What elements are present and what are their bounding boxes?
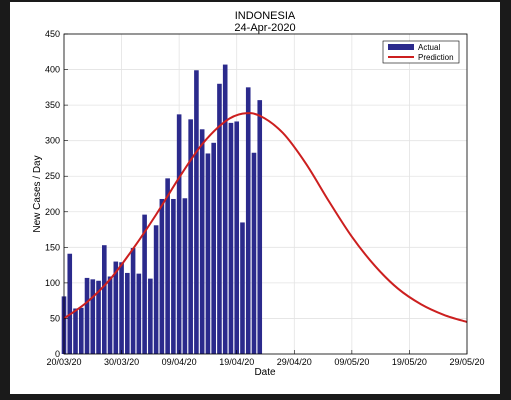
bar-actual (222, 64, 228, 355)
y-tick-label: 100 (45, 278, 60, 288)
bar-actual (142, 214, 147, 354)
bar-actual (148, 278, 153, 354)
bar-actual (211, 142, 216, 354)
bar-actual (245, 87, 251, 354)
bar-actual (113, 261, 119, 354)
y-ticks: 0 50 100 150 200 250 300 350 400 450 (45, 29, 68, 359)
prediction-line (63, 112, 468, 323)
bar-actual (251, 152, 257, 354)
bar-actual (125, 272, 130, 354)
bar-actual (84, 277, 90, 354)
bar-actual (73, 308, 78, 354)
chart-title: INDONESIA (235, 10, 296, 22)
x-tick-label: 09/05/20 (334, 357, 369, 367)
x-tick-label: 09/04/20 (162, 357, 197, 367)
bar-actual (182, 198, 188, 354)
x-tick-label: 19/04/20 (219, 357, 254, 367)
bar-actual (78, 307, 84, 354)
bar-actual (228, 122, 234, 354)
bar-actual (130, 248, 136, 354)
bar-actual (199, 129, 205, 354)
bar-actual (176, 114, 182, 354)
plot-frame (63, 33, 468, 355)
y-tick-label: 450 (45, 29, 60, 39)
x-tick-label: 30/03/20 (104, 357, 139, 367)
bars-actual (61, 64, 263, 355)
bar-actual (159, 198, 165, 354)
bar-actual (171, 198, 176, 354)
bar-actual (240, 222, 245, 354)
x-tick-label: 29/05/20 (449, 357, 484, 367)
x-ticks: 20/03/20 30/03/20 09/04/20 19/04/20 29/04/20… (46, 350, 485, 367)
x-tick-label: 19/05/20 (392, 357, 427, 367)
bar-actual (194, 70, 199, 355)
bar-actual (90, 279, 96, 354)
x-axis-label: Date (254, 367, 276, 378)
bar-actual (119, 262, 124, 354)
legend: Actual Prediction (382, 40, 460, 64)
bar-actual (188, 119, 193, 354)
legend-label-actual: Actual (418, 43, 440, 52)
x-tick-label: 20/03/20 (46, 357, 81, 367)
bar-actual (153, 225, 159, 354)
plot-area (64, 34, 467, 354)
bar-actual (67, 253, 73, 354)
bar-actual (234, 121, 240, 354)
chart-subtitle: 24-Apr-2020 (234, 22, 295, 34)
bar-actual (257, 100, 263, 354)
y-tick-label: 50 (50, 313, 60, 323)
bar-actual (165, 178, 170, 354)
y-axis-label: New Cases / Day (32, 155, 43, 232)
legend-label-prediction: Prediction (418, 53, 454, 62)
bar-actual (96, 280, 101, 354)
bar-actual (136, 273, 142, 354)
bar-actual (107, 276, 113, 354)
y-tick-label: 400 (45, 65, 60, 75)
legend-swatch-actual (388, 44, 414, 50)
x-tick-label: 29/04/20 (277, 357, 312, 367)
y-tick-label: 200 (45, 207, 60, 217)
bar-actual (205, 153, 211, 354)
y-tick-label: 150 (45, 242, 60, 252)
bar-actual (101, 245, 107, 354)
y-tick-label: 0 (55, 349, 60, 359)
y-tick-label: 300 (45, 136, 60, 146)
bar-actual (217, 83, 222, 355)
y-tick-label: 250 (45, 171, 60, 181)
y-tick-label: 350 (45, 100, 60, 110)
